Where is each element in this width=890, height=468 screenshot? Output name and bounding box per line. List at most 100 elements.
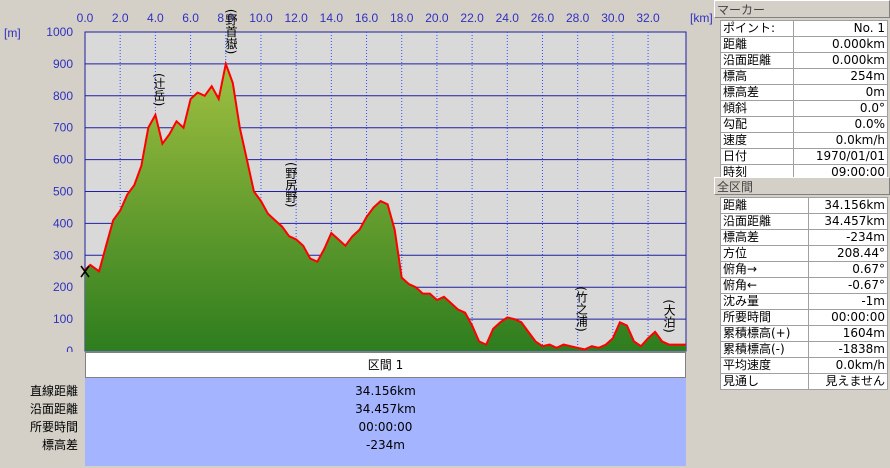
annotation-label: (辻岳) <box>152 73 166 106</box>
peak-annotation: (野尻野) <box>284 162 298 207</box>
info-value: 34.457km <box>807 213 889 230</box>
info-row: 沿面距離 34.457km <box>720 213 889 230</box>
info-row: 標高差 -234m <box>720 229 889 246</box>
info-value: 0.0% <box>792 116 889 133</box>
info-label: 平均速度 <box>720 357 809 374</box>
info-row: 傾斜 0.0° <box>720 100 889 117</box>
info-value: -1m <box>807 293 889 310</box>
peak-annotation: (辻岳) <box>152 73 166 106</box>
x-tick-label: 12.0 <box>284 11 308 25</box>
section-header[interactable]: 区間 1 <box>85 352 686 378</box>
summary-label: 直線距離 <box>29 384 78 398</box>
annotation-label: (野首嶽) <box>224 9 238 54</box>
info-label: 所要時間 <box>720 309 809 326</box>
y-tick-label: 700 <box>53 121 73 135</box>
x-tick-label: 32.0 <box>636 11 660 25</box>
info-label: 累積標高(-) <box>720 341 809 358</box>
info-value: 0.000km <box>792 52 889 69</box>
x-tick-label: 30.0 <box>601 11 625 25</box>
info-label: 標高 <box>720 68 794 85</box>
x-tick-label: 18.0 <box>390 11 414 25</box>
info-value: 0m <box>792 84 889 101</box>
info-label: 標高差 <box>720 84 794 101</box>
x-tick-label: 0.0 <box>77 11 94 25</box>
total-table: 距離 34.156km 沿面距離 34.457km 標高差 -234m 方位 208.44° 俯… <box>720 197 889 390</box>
y-tick-label: 400 <box>53 216 73 230</box>
info-label: 見通し <box>720 373 809 390</box>
info-label: 勾配 <box>720 116 794 133</box>
info-row: 見通し 見えません <box>720 373 889 390</box>
info-label: 傾斜 <box>720 100 794 117</box>
info-value: 208.44° <box>807 245 889 262</box>
marker-panel-title: マーカー <box>714 0 890 18</box>
info-value: No. 1 <box>792 20 889 37</box>
info-row: 勾配 0.0% <box>720 116 889 133</box>
x-tick-label: 10.0 <box>249 11 273 25</box>
info-value: 254m <box>792 68 889 85</box>
info-value: 0.000km <box>792 36 889 53</box>
peak-annotation: (竹之浦) <box>574 286 588 331</box>
profile-area: 0.0 2.0 4.0 6.0 8.0 10.0 12.0 14.0 16.0 18.0 20.0 2… <box>0 0 714 468</box>
x-tick-label: 26.0 <box>531 11 555 25</box>
x-tick-label: 28.0 <box>566 11 590 25</box>
info-value: 1604m <box>807 325 889 342</box>
x-tick-label: 2.0 <box>112 11 129 25</box>
info-row: 日付 1970/01/01 <box>720 148 889 165</box>
info-value: 34.156km <box>807 197 889 214</box>
info-label: 速度 <box>720 132 794 149</box>
summary-value: 34.457km <box>355 402 416 416</box>
info-value: -1838m <box>807 341 889 358</box>
y-tick-label: 900 <box>53 57 73 71</box>
info-row: 速度 0.0km/h <box>720 132 889 149</box>
y-tick-label: 100 <box>53 312 73 326</box>
info-value: -234m <box>807 229 889 246</box>
info-label: 距離 <box>720 197 809 214</box>
annotation-label: (大泊) <box>662 299 676 332</box>
info-row: 標高 254m <box>720 68 889 85</box>
info-value: 1970/01/01 <box>792 148 889 165</box>
info-row: 沿面距離 0.000km <box>720 52 889 69</box>
info-value: 0.67° <box>807 261 889 278</box>
info-label: 日付 <box>720 148 794 165</box>
section-summary: 区間 1 34.156km 34.457km 00:00:00 -234m <box>85 352 686 468</box>
info-label: 累積標高(+) <box>720 325 809 342</box>
y-tick-label: 300 <box>53 248 73 262</box>
summary-label: 所要時間 <box>29 420 78 434</box>
elevation-chart[interactable]: 0.0 2.0 4.0 6.0 8.0 10.0 12.0 14.0 16.0 18.0 20.0 2… <box>0 0 714 352</box>
info-row: 標高差 0m <box>720 84 889 101</box>
info-row: 方位 208.44° <box>720 245 889 262</box>
info-label: 俯角→ <box>720 261 809 278</box>
peak-annotation: (大泊) <box>662 299 676 332</box>
start-marker-icon[interactable] <box>80 265 90 278</box>
elevation-area <box>85 63 686 352</box>
summary-label: 標高差 <box>41 438 78 452</box>
info-label: 沿面距離 <box>720 52 794 69</box>
total-panel-title: 全区間 <box>714 177 890 195</box>
y-tick-label: 0 <box>66 344 73 352</box>
info-label: 方位 <box>720 245 809 262</box>
info-label: 標高差 <box>720 229 809 246</box>
elevation-line <box>84 60 686 351</box>
y-tick-label: 200 <box>53 280 73 294</box>
annotations: (辻岳) (野首嶽) (野尻野) (竹之浦) (大泊) <box>152 9 676 333</box>
info-row: 累積標高(-) -1838m <box>720 341 889 358</box>
info-label: 距離 <box>720 36 794 53</box>
info-value: 0.0km/h <box>792 132 889 149</box>
summary-label: 沿面距離 <box>29 402 78 416</box>
info-value: 0.0° <box>792 100 889 117</box>
info-row: 距離 34.156km <box>720 197 889 214</box>
info-row: 所要時間 00:00:00 <box>720 309 889 326</box>
y-tick-label: 600 <box>53 153 73 167</box>
section-summary-body: 34.156km 34.457km 00:00:00 -234m <box>85 378 686 466</box>
x-tick-label: 6.0 <box>182 11 199 25</box>
x-tick-label: 4.0 <box>147 11 164 25</box>
y-tick-label: 500 <box>53 185 73 199</box>
x-tick-label: 14.0 <box>320 11 344 25</box>
summary-value: -234m <box>366 438 405 452</box>
info-row: 俯角→ 0.67° <box>720 261 889 278</box>
info-row: 平均速度 0.0km/h <box>720 357 889 374</box>
info-value: 見えません <box>807 373 889 390</box>
info-label: 沈み量 <box>720 293 809 310</box>
info-row: 距離 0.000km <box>720 36 889 53</box>
info-label: ポイント: <box>720 20 794 37</box>
